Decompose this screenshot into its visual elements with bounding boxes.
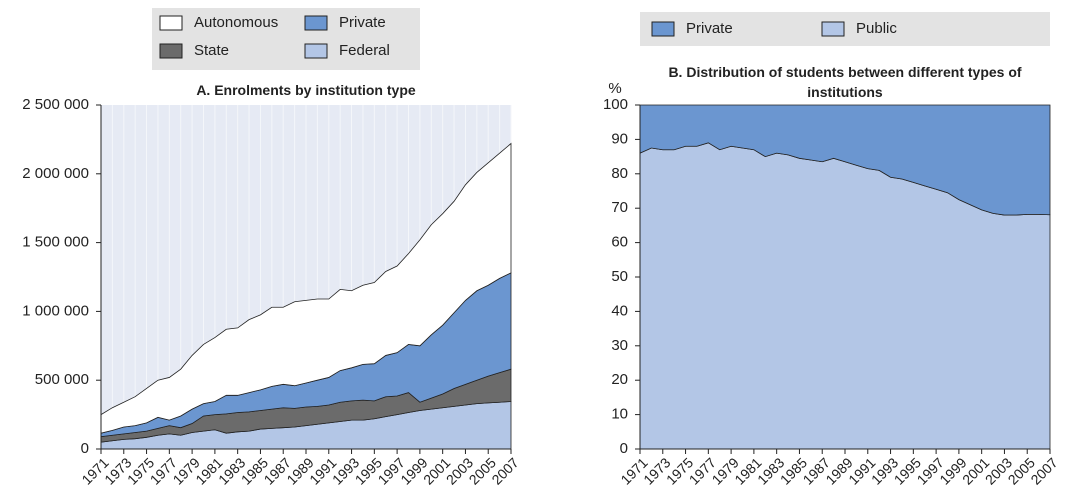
chart-title: A. Enrolments by institution type [196,82,416,98]
y-tick-label: 10 [611,406,628,423]
legend-box [640,12,1050,46]
y-tick-label: 500 000 [35,371,89,388]
y-tick-label: 0 [81,440,89,457]
legend-swatch [304,15,328,31]
x-tick-label: 2007 [1027,454,1060,487]
legend-swatch [821,21,845,37]
legend-swatch [651,21,675,37]
area [100,142,512,434]
area [639,104,1051,216]
legend-swatch [304,43,328,59]
y-tick-label: 100 [603,96,628,113]
legend-label: State [194,42,229,59]
y-tick-label: 30 [611,337,628,354]
y-tick-label: 50 [611,268,628,285]
y-tick-label: 90 [611,130,628,147]
y-tick-label: 2 000 000 [22,165,89,182]
y-tick-label: 60 [611,234,628,251]
y-axis-label: % [608,80,621,97]
legend-box [152,8,420,70]
legend-label: Federal [339,42,390,59]
y-tick-label: 80 [611,165,628,182]
y-tick-label: 40 [611,302,628,319]
legend-swatch [159,43,183,59]
y-tick-label: 2 500 000 [22,96,89,113]
y-tick-label: 20 [611,371,628,388]
legend-label: Autonomous [194,14,278,31]
y-tick-label: 1 500 000 [22,234,89,251]
y-tick-label: 1 000 000 [22,302,89,319]
y-tick-label: 70 [611,199,628,216]
legend-label: Private [686,20,733,37]
legend-label: Private [339,14,386,31]
legend-label: Public [856,20,897,37]
y-tick-label: 0 [620,440,628,457]
x-tick-label: 2007 [488,454,521,487]
legend-swatch [159,15,183,31]
chart-title: B. Distribution of students between diff… [668,64,1022,100]
